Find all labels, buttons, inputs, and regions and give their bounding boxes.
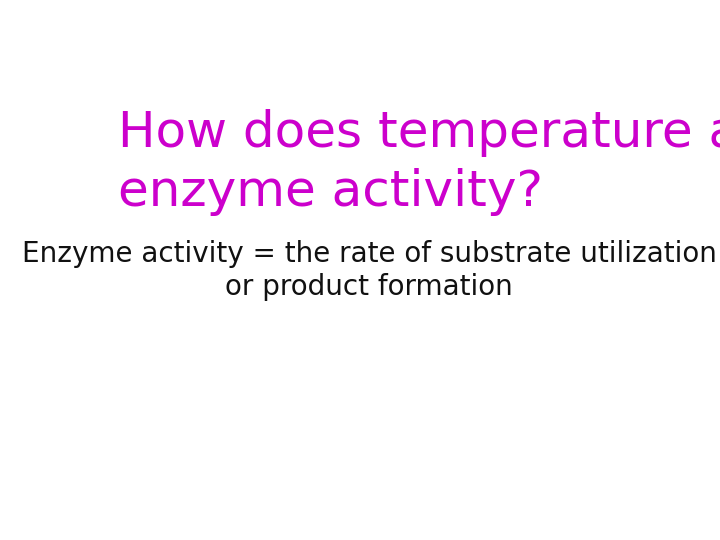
Text: enzyme activity?: enzyme activity? — [118, 167, 543, 215]
Text: or product formation: or product formation — [225, 273, 513, 301]
Text: How does temperature affect: How does temperature affect — [118, 110, 720, 157]
Text: Enzyme activity = the rate of substrate utilization: Enzyme activity = the rate of substrate … — [22, 240, 716, 268]
